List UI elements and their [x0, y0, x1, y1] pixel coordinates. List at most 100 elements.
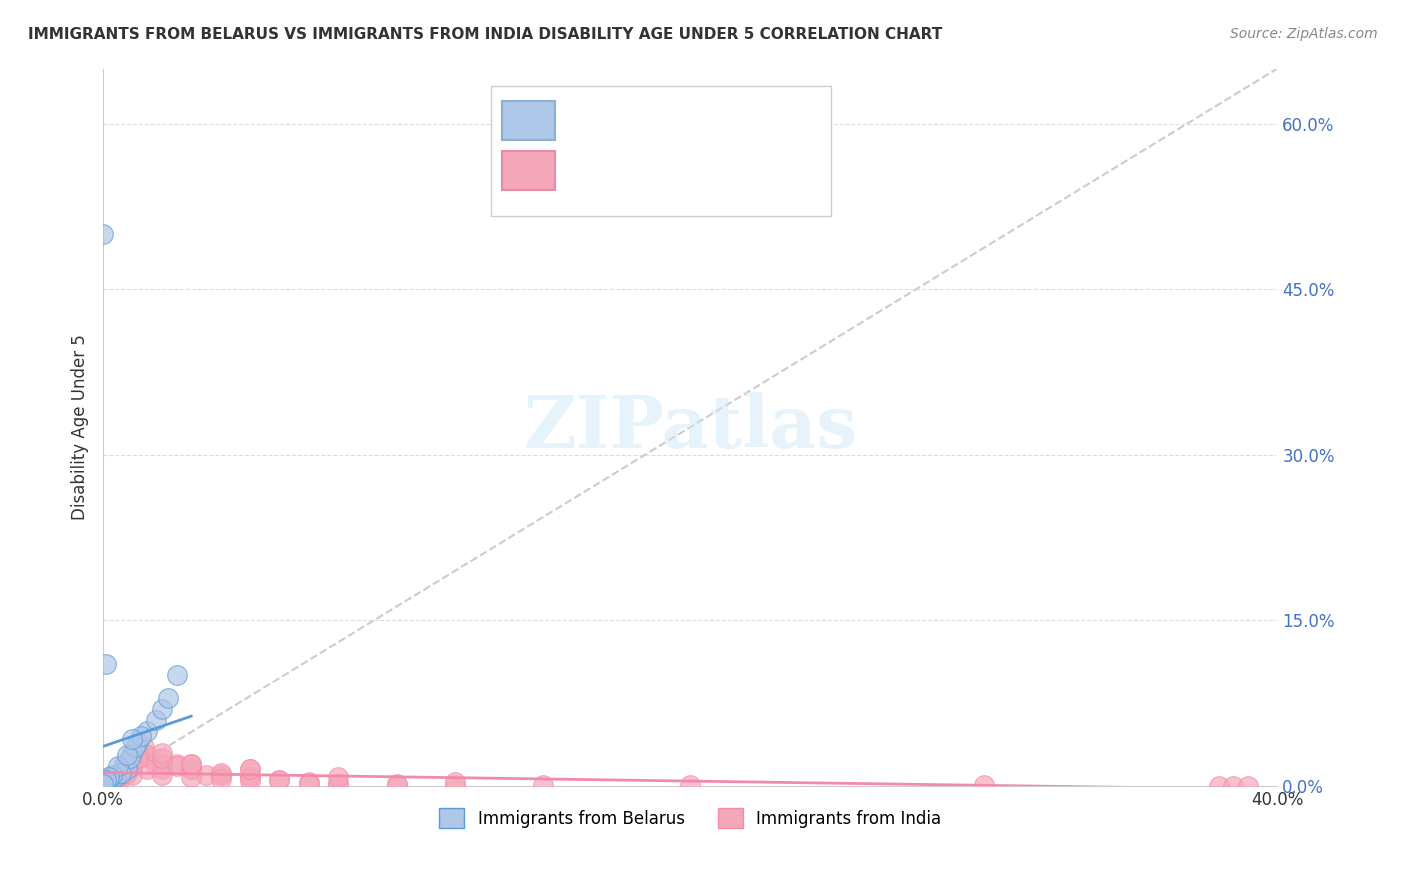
Point: [298, 775, 321, 789]
Point: [326, 770, 349, 784]
Point: [298, 776, 321, 790]
Point: [385, 776, 408, 790]
Point: [150, 751, 173, 765]
FancyBboxPatch shape: [491, 87, 831, 216]
Point: [101, 768, 124, 782]
Text: IMMIGRANTS FROM BELARUS VS IMMIGRANTS FROM INDIA DISABILITY AGE UNDER 5 CORRELAT: IMMIGRANTS FROM BELARUS VS IMMIGRANTS FR…: [28, 27, 942, 42]
Point: [121, 759, 143, 773]
Point: [127, 751, 149, 765]
Point: [209, 765, 232, 780]
Point: [444, 778, 467, 792]
Point: [444, 775, 467, 789]
Point: [127, 746, 149, 760]
Point: [115, 765, 138, 780]
Point: [239, 762, 262, 776]
Point: [94, 776, 117, 790]
Point: [104, 770, 127, 784]
Text: ZIPatlas: ZIPatlas: [523, 392, 858, 463]
Point: [239, 770, 262, 784]
Point: [112, 756, 135, 771]
Point: [98, 775, 121, 789]
Point: [115, 762, 138, 776]
Point: [679, 778, 702, 792]
Point: [91, 779, 114, 793]
Point: [110, 765, 132, 780]
Point: [121, 751, 143, 765]
Point: [121, 732, 143, 747]
Point: [121, 755, 143, 769]
Point: [209, 772, 232, 787]
Point: [91, 779, 114, 793]
Legend: Immigrants from Belarus, Immigrants from India: Immigrants from Belarus, Immigrants from…: [433, 801, 948, 835]
FancyBboxPatch shape: [502, 101, 555, 140]
Point: [94, 774, 117, 789]
Point: [139, 751, 162, 765]
Point: [118, 756, 141, 771]
Point: [124, 740, 146, 755]
Point: [101, 775, 124, 789]
Point: [145, 713, 167, 727]
Text: Source: ZipAtlas.com: Source: ZipAtlas.com: [1230, 27, 1378, 41]
Point: [98, 776, 121, 790]
Point: [94, 657, 117, 672]
Point: [150, 701, 173, 715]
Point: [136, 762, 159, 776]
Point: [112, 762, 135, 776]
Point: [101, 774, 124, 789]
Point: [91, 227, 114, 241]
Point: [150, 762, 173, 776]
Point: [107, 770, 129, 784]
Point: [121, 746, 143, 760]
Point: [91, 776, 114, 790]
Point: [94, 774, 117, 789]
Point: [136, 723, 159, 738]
Point: [98, 775, 121, 789]
Point: [1222, 779, 1244, 793]
Point: [136, 747, 159, 762]
Y-axis label: Disability Age Under 5: Disability Age Under 5: [72, 334, 89, 520]
Point: [110, 771, 132, 785]
Point: [533, 778, 555, 792]
Point: [180, 756, 202, 771]
Point: [180, 770, 202, 784]
Point: [104, 773, 127, 788]
Point: [150, 756, 173, 771]
Point: [269, 773, 291, 788]
Point: [180, 762, 202, 776]
Text: R =  0.121  N = 32: R = 0.121 N = 32: [567, 106, 737, 124]
Point: [91, 778, 114, 792]
Point: [98, 770, 121, 784]
Point: [209, 768, 232, 782]
Point: [91, 775, 114, 789]
Point: [166, 759, 188, 773]
Point: [145, 756, 167, 771]
Point: [127, 734, 149, 748]
Point: [107, 759, 129, 773]
Point: [101, 773, 124, 788]
Point: [156, 690, 179, 705]
FancyBboxPatch shape: [502, 151, 555, 191]
Point: [98, 772, 121, 787]
Point: [180, 756, 202, 771]
Point: [973, 778, 995, 792]
Point: [91, 779, 114, 793]
Point: [94, 776, 117, 790]
Point: [107, 768, 129, 782]
Point: [91, 779, 114, 793]
Point: [112, 765, 135, 780]
Point: [118, 751, 141, 765]
Point: [385, 778, 408, 792]
Point: [110, 768, 132, 782]
Point: [112, 759, 135, 773]
Point: [194, 768, 217, 782]
Point: [104, 773, 127, 788]
Point: [104, 769, 127, 783]
Point: [239, 770, 262, 784]
Point: [326, 776, 349, 790]
Point: [166, 668, 188, 682]
Text: R =  -0.442  N = 78: R = -0.442 N = 78: [567, 156, 744, 174]
Point: [129, 729, 152, 743]
Point: [107, 770, 129, 784]
Point: [239, 762, 262, 776]
Point: [166, 756, 188, 771]
